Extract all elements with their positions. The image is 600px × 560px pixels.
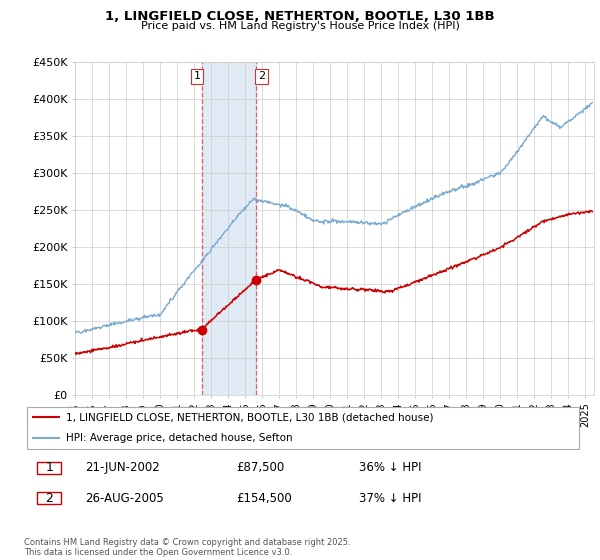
Text: 2: 2 xyxy=(45,492,53,505)
Text: 1: 1 xyxy=(194,72,200,81)
FancyBboxPatch shape xyxy=(27,407,579,449)
Text: 2: 2 xyxy=(258,72,265,81)
Text: 26-AUG-2005: 26-AUG-2005 xyxy=(85,492,164,505)
Text: 1, LINGFIELD CLOSE, NETHERTON, BOOTLE, L30 1BB: 1, LINGFIELD CLOSE, NETHERTON, BOOTLE, L… xyxy=(105,10,495,22)
Text: 37% ↓ HPI: 37% ↓ HPI xyxy=(359,492,421,505)
Text: 36% ↓ HPI: 36% ↓ HPI xyxy=(359,461,421,474)
Text: 1: 1 xyxy=(45,461,53,474)
Bar xyxy=(202,62,256,395)
Text: Contains HM Land Registry data © Crown copyright and database right 2025.
This d: Contains HM Land Registry data © Crown c… xyxy=(24,538,350,557)
Text: £87,500: £87,500 xyxy=(236,461,284,474)
Text: £154,500: £154,500 xyxy=(236,492,292,505)
FancyBboxPatch shape xyxy=(37,462,61,474)
Text: Price paid vs. HM Land Registry's House Price Index (HPI): Price paid vs. HM Land Registry's House … xyxy=(140,21,460,31)
Text: HPI: Average price, detached house, Sefton: HPI: Average price, detached house, Seft… xyxy=(66,433,292,444)
Text: 21-JUN-2002: 21-JUN-2002 xyxy=(85,461,160,474)
FancyBboxPatch shape xyxy=(37,492,61,504)
Text: 1, LINGFIELD CLOSE, NETHERTON, BOOTLE, L30 1BB (detached house): 1, LINGFIELD CLOSE, NETHERTON, BOOTLE, L… xyxy=(66,412,433,422)
